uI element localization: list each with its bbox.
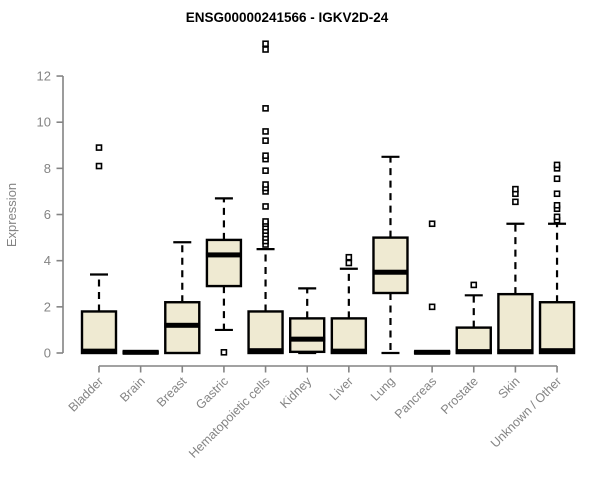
outlier-hematopoietic-cells [262, 137, 269, 144]
x-tick-label: Prostate [438, 374, 481, 417]
y-tick-label: 4 [44, 253, 51, 268]
outlier-unknown-other [553, 213, 561, 221]
x-tick-label: Gastric [193, 374, 231, 412]
outlier-hematopoietic-cells [262, 152, 269, 159]
outlier-bladder [95, 162, 103, 170]
outlier-hematopoietic-cells [262, 203, 269, 210]
x-tick-label: Pancreas [392, 374, 439, 421]
box-hematopoietic-cells [247, 310, 284, 355]
outlier-unknown-other [553, 161, 561, 169]
median-kidney [289, 336, 326, 342]
x-tick-label: Skin [495, 374, 522, 401]
outlier-unknown-other [553, 201, 561, 209]
box-bladder [80, 310, 118, 355]
y-axis-label: Expression [4, 183, 19, 247]
outlier-prostate [470, 281, 478, 289]
median-hematopoietic-cells [247, 348, 284, 354]
y-tick-label: 0 [44, 346, 51, 361]
median-breast [164, 322, 201, 328]
y-tick-label: 10 [37, 115, 51, 130]
box-kidney [289, 317, 326, 354]
x-tick-label: Breast [154, 374, 190, 410]
median-unknown-other [539, 348, 576, 354]
y-tick-label: 12 [37, 69, 51, 84]
outlier-skin [512, 198, 519, 206]
outlier-hematopoietic-cells [262, 40, 269, 48]
y-tick-label: 2 [44, 299, 51, 314]
y-tick-label: 8 [44, 161, 51, 176]
outlier-hematopoietic-cells [262, 46, 269, 53]
box-skin [497, 292, 534, 355]
y-tick-label: 6 [44, 207, 51, 222]
x-tick-label: Kidney [277, 374, 314, 411]
outlier-hematopoietic-cells [262, 105, 269, 112]
x-tick-label: Brain [117, 374, 148, 405]
outlier-hematopoietic-cells [262, 167, 269, 174]
outlier-liver [345, 259, 353, 267]
median-liver [330, 348, 367, 354]
x-tick-label: Lung [368, 374, 398, 404]
outlier-liver [345, 253, 353, 261]
x-tick-label: Liver [327, 374, 356, 403]
x-tick-label: Unknown / Other [488, 374, 564, 450]
chart-title: ENSG00000241566 - IGKV2D-24 [186, 10, 389, 25]
median-brain [122, 349, 159, 355]
box-liver [330, 317, 368, 355]
outlier-hematopoietic-cells [262, 128, 269, 135]
outlier-unknown-other [553, 190, 561, 198]
outlier-gastric [220, 349, 228, 356]
median-bladder [81, 348, 117, 354]
outlier-pancreas [428, 303, 436, 311]
box-gastric [205, 238, 243, 288]
median-prostate [455, 349, 492, 355]
outlier-unknown-other [553, 175, 561, 183]
box-unknown-other [538, 301, 576, 355]
x-tick-label: Hematopoietic cells [186, 374, 273, 461]
outlier-bladder [95, 144, 103, 151]
median-pancreas [414, 349, 451, 355]
x-tick-label: Bladder [66, 374, 106, 414]
median-gastric [205, 252, 242, 258]
outlier-pancreas [428, 220, 436, 228]
median-skin [497, 349, 534, 355]
median-lung [372, 269, 409, 275]
box-lung [372, 236, 409, 295]
outlier-hematopoietic-cells [262, 181, 269, 188]
outlier-hematopoietic-cells [262, 218, 269, 225]
outlier-skin [512, 185, 519, 193]
